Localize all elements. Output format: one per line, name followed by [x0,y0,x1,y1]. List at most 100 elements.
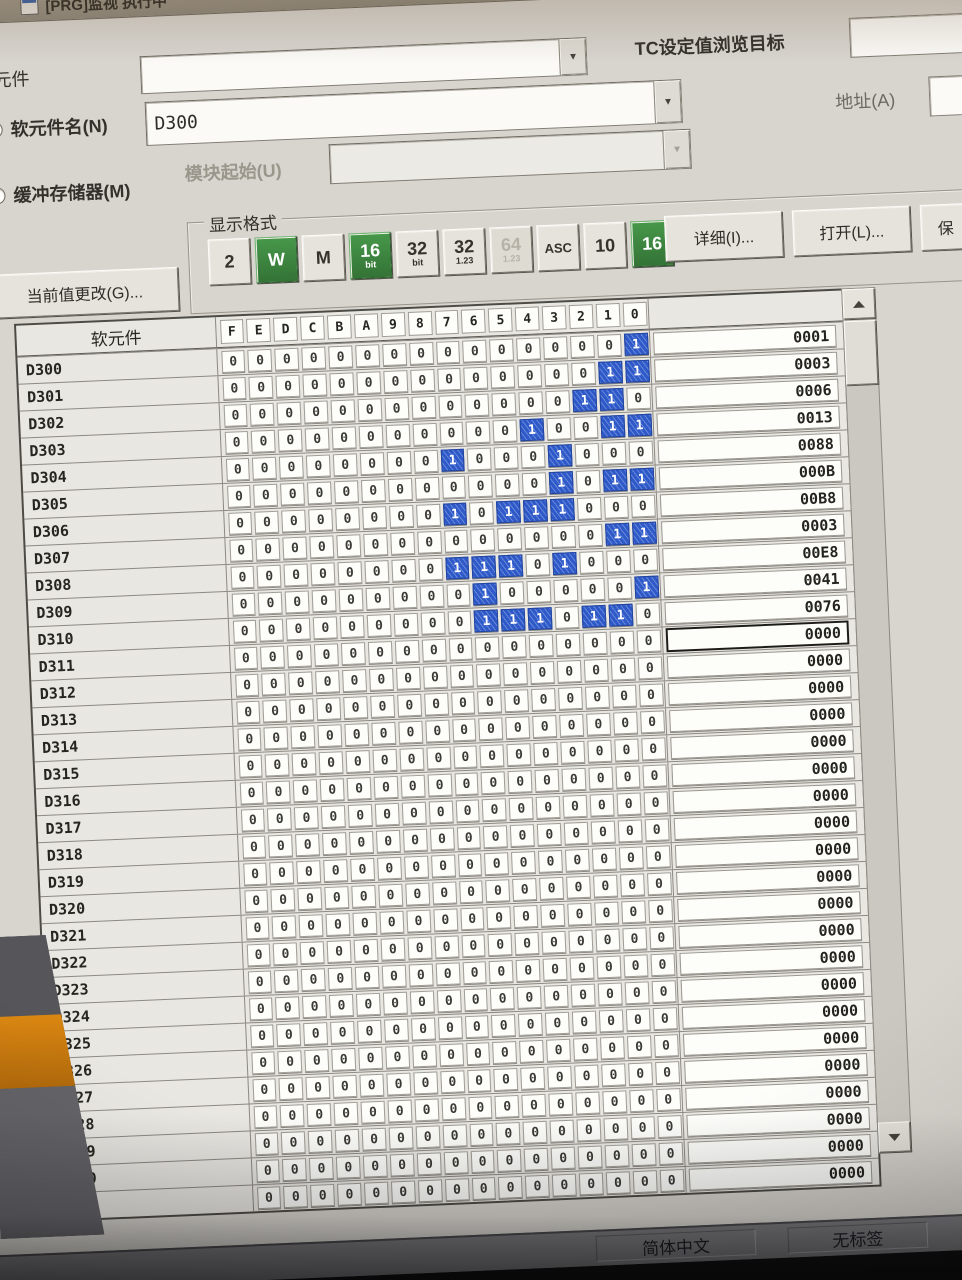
bit-cell[interactable]: 0 [642,764,667,788]
bit-cell[interactable]: 0 [494,1094,520,1118]
bit-cell[interactable]: 0 [434,935,459,959]
bit-cell[interactable]: 0 [343,696,369,720]
bit-cell[interactable]: 0 [236,727,262,751]
bit-cell[interactable]: 0 [533,741,559,765]
format-button-bit16[interactable]: 16 bit [348,231,393,280]
bit-cell[interactable]: 0 [283,1185,309,1209]
bit-cell[interactable]: 0 [491,392,517,416]
bit-cell[interactable]: 0 [261,672,287,696]
bit-cell[interactable]: 0 [414,1098,440,1122]
bit-cell[interactable]: 0 [248,375,274,399]
bit-cell[interactable]: 0 [356,371,382,395]
bit-cell[interactable]: 0 [546,1038,571,1062]
bit-cell[interactable]: 0 [233,646,259,670]
bit-cell[interactable]: 0 [417,1179,443,1203]
bit-cell[interactable]: 0 [575,469,601,493]
bit-cell[interactable]: 0 [567,902,593,926]
bit-cell[interactable]: 0 [450,691,476,715]
bit-cell[interactable]: 0 [335,1155,361,1179]
bit-cell[interactable]: 0 [382,991,408,1015]
bit-cell[interactable]: 0 [561,767,587,791]
bit-cell[interactable]: 0 [597,982,623,1006]
bit-cell[interactable]: 0 [461,934,486,958]
bit-cell[interactable]: 0 [431,881,457,905]
bit-cell[interactable]: 0 [466,1069,492,1093]
bit-cell[interactable]: 0 [469,1123,494,1147]
bit-cell[interactable]: 0 [543,984,569,1008]
bit-cell[interactable]: 0 [502,635,527,659]
bit-cell[interactable]: 0 [602,1090,627,1114]
bit-cell[interactable]: 0 [583,658,609,682]
bit-cell[interactable]: 0 [332,1074,358,1098]
bit-cell[interactable]: 0 [274,969,300,993]
bit-cell[interactable]: 1 [581,604,607,628]
bit-cell[interactable]: 0 [412,422,438,446]
bit-cell[interactable]: 0 [439,1070,465,1094]
bit-cell[interactable]: 0 [386,451,412,475]
bit-cell[interactable]: 0 [274,347,300,371]
bit-cell[interactable]: 0 [520,1066,546,1090]
bit-cell[interactable]: 0 [596,955,622,979]
bit-cell[interactable]: 0 [635,602,660,626]
bit-cell[interactable]: 0 [530,661,555,685]
bit-cell[interactable]: 0 [504,689,530,713]
bit-cell[interactable]: 0 [603,495,629,519]
bit-cell[interactable]: 0 [573,1037,598,1061]
bit-cell[interactable]: 0 [269,861,295,885]
bit-cell[interactable]: 0 [469,501,495,525]
bit-cell[interactable]: 0 [429,827,455,851]
scrollbar-thumb[interactable] [843,320,879,386]
bit-cell[interactable]: 0 [629,1089,654,1113]
bit-cell[interactable]: 0 [545,390,571,414]
bit-cell[interactable]: 0 [330,399,356,423]
bit-cell[interactable]: 0 [467,1096,493,1120]
bit-cell[interactable]: 0 [320,805,346,829]
bit-cell[interactable]: 0 [276,1023,302,1047]
chevron-down-icon[interactable]: ▼ [653,80,682,124]
bit-cell[interactable]: 0 [631,1143,657,1167]
bit-cell[interactable]: 0 [422,665,448,689]
bit-cell[interactable]: 0 [636,629,662,653]
bit-cell[interactable]: 0 [398,720,423,744]
bit-cell[interactable]: 0 [249,1024,275,1048]
bit-cell[interactable]: 0 [498,1175,524,1199]
bit-cell[interactable]: 0 [439,421,464,445]
bit-cell[interactable]: 0 [497,1148,522,1172]
format-button-binary[interactable]: 2 [207,237,252,286]
bit-cell[interactable]: 0 [296,860,322,884]
bit-cell[interactable]: 0 [303,400,329,424]
bit-cell[interactable]: 0 [357,398,383,422]
bit-cell[interactable]: 0 [339,615,365,639]
bit-cell[interactable]: 0 [563,821,589,845]
bit-cell[interactable]: 0 [480,771,506,795]
bit-cell[interactable]: 0 [470,1150,496,1174]
bit-cell[interactable]: 1 [444,556,470,580]
bit-cell[interactable]: 0 [427,773,453,797]
bit-cell[interactable]: 0 [393,612,419,636]
bit-cell[interactable]: 1 [629,467,655,491]
bit-cell[interactable]: 0 [242,862,268,886]
bit-cell[interactable]: 0 [601,441,627,465]
bit-cell[interactable]: 0 [462,961,487,985]
bit-cell[interactable]: 0 [528,634,554,658]
bit-cell[interactable]: 0 [644,818,670,842]
bit-cell[interactable]: 0 [428,800,454,824]
bit-cell[interactable]: 0 [571,362,596,386]
bit-cell[interactable]: 0 [514,931,540,955]
bit-cell[interactable]: 0 [325,913,351,937]
bit-cell[interactable]: 0 [260,645,286,669]
bit-cell[interactable]: 0 [223,403,248,427]
bit-cell[interactable]: 0 [303,1022,329,1046]
bit-cell[interactable]: 0 [354,965,380,989]
bit-cell[interactable]: 0 [405,882,430,906]
bit-cell[interactable]: 0 [433,908,458,932]
bit-cell[interactable]: 0 [569,956,595,980]
bit-cell[interactable]: 1 [523,499,548,523]
bit-cell[interactable]: 0 [258,591,283,615]
bit-cell[interactable]: 0 [307,481,332,505]
bit-cell[interactable]: 0 [388,504,414,528]
bit-cell[interactable]: 0 [525,1174,550,1198]
bit-cell[interactable]: 0 [475,636,500,660]
bit-cell[interactable]: 0 [275,374,301,398]
scroll-down-button[interactable] [877,1121,912,1153]
